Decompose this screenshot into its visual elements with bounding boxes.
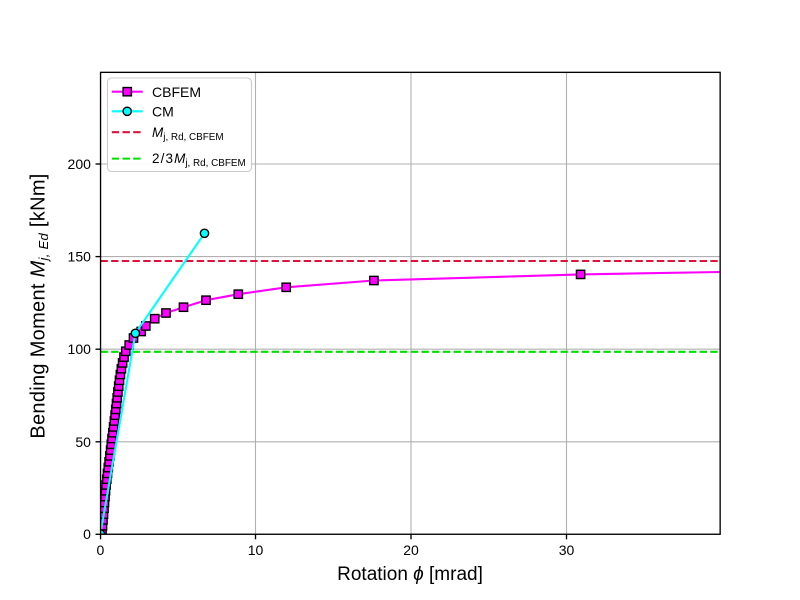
svg-text:Mj, Rd, CBFEM: Mj, Rd, CBFEM <box>152 125 224 143</box>
svg-text:2/3Mj, Rd, CBFEM: 2/3Mj, Rd, CBFEM <box>152 151 246 169</box>
svg-text:0: 0 <box>83 526 91 542</box>
svg-text:10: 10 <box>248 542 264 558</box>
svg-text:20: 20 <box>403 542 419 558</box>
svg-text:100: 100 <box>68 341 92 357</box>
svg-text:50: 50 <box>75 434 91 450</box>
svg-text:Rotation ϕ [mrad]: Rotation ϕ [mrad] <box>337 564 483 585</box>
svg-text:Bending Moment Mj, Ed [kNm]: Bending Moment Mj, Ed [kNm] <box>28 173 52 438</box>
svg-text:150: 150 <box>68 249 92 265</box>
svg-text:200: 200 <box>68 156 92 172</box>
svg-text:CM: CM <box>152 103 174 119</box>
svg-text:CBFEM: CBFEM <box>152 84 201 100</box>
svg-text:30: 30 <box>559 542 575 558</box>
svg-text:0: 0 <box>97 542 105 558</box>
